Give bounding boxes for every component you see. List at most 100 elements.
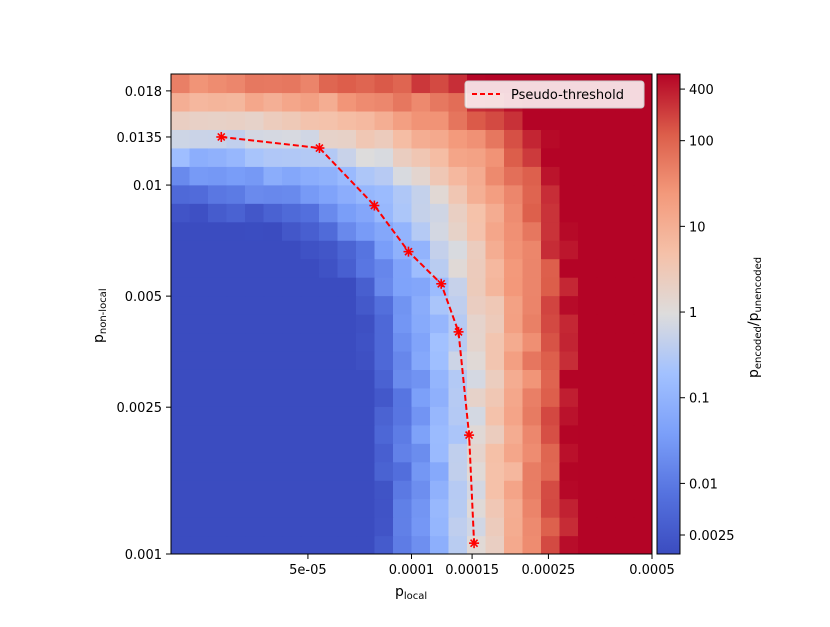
heatmap-cell: [374, 295, 394, 315]
heatmap-cell: [171, 424, 191, 444]
heatmap-cell: [430, 480, 450, 500]
heatmap-cell: [300, 258, 320, 278]
heatmap-cell: [430, 166, 450, 186]
heatmap-cell: [282, 369, 302, 389]
heatmap-cell: [226, 498, 246, 518]
heatmap-cell: [541, 184, 561, 204]
heatmap-cell: [578, 277, 598, 297]
heatmap-cell: [300, 240, 320, 260]
heatmap-cell: [578, 203, 598, 223]
heatmap-cell: [615, 166, 635, 186]
heatmap-cell: [337, 221, 357, 241]
heatmap-cell: [282, 424, 302, 444]
colorbar-tick-label: 10: [689, 220, 706, 235]
heatmap-cell: [189, 461, 209, 481]
heatmap-cell: [263, 240, 283, 260]
heatmap-cell: [374, 498, 394, 518]
heatmap-cell: [596, 221, 616, 241]
heatmap-cell: [356, 498, 376, 518]
heatmap-cell: [393, 203, 413, 223]
heatmap-cell: [541, 203, 561, 223]
heatmap-cell: [356, 129, 376, 149]
heatmap-cell: [448, 92, 468, 112]
heatmap-cell: [356, 369, 376, 389]
heatmap-cell: [541, 277, 561, 297]
heatmap-cell: [411, 92, 431, 112]
heatmap-cell: [578, 406, 598, 426]
heatmap-cell: [171, 406, 191, 426]
heatmap-cell: [374, 314, 394, 334]
heatmap-cell: [411, 498, 431, 518]
heatmap-cell: [263, 387, 283, 407]
colorbar-tick-label: 0.0025: [689, 529, 735, 544]
heatmap-cell: [356, 92, 376, 112]
heatmap-cell: [504, 369, 524, 389]
heatmap-cell: [411, 147, 431, 167]
heatmap-cell: [485, 110, 505, 130]
heatmap-cell: [226, 184, 246, 204]
heatmap-cell: [245, 517, 265, 537]
heatmap-cell: [522, 203, 542, 223]
heatmap-cell: [522, 387, 542, 407]
heatmap-cell: [356, 166, 376, 186]
heatmap-cell: [319, 258, 339, 278]
heatmap-cell: [263, 184, 283, 204]
heatmap-cell: [504, 350, 524, 370]
heatmap-cell: [319, 110, 339, 130]
heatmap-cell: [430, 258, 450, 278]
heatmap-cell: [263, 295, 283, 315]
heatmap-cell: [485, 221, 505, 241]
heatmap-cell: [559, 535, 579, 554]
heatmap-cell: [393, 221, 413, 241]
heatmap-cell: [282, 166, 302, 186]
heatmap-cell: [541, 498, 561, 518]
heatmap-cell: [263, 498, 283, 518]
heatmap-cell: [615, 424, 635, 444]
heatmap-cell: [522, 535, 542, 554]
heatmap-cell: [467, 387, 487, 407]
heatmap-cell: [615, 406, 635, 426]
heatmap-cell: [596, 240, 616, 260]
heatmap-cell: [559, 424, 579, 444]
heatmap-cell: [559, 147, 579, 167]
heatmap-cell: [522, 498, 542, 518]
heatmap-cell: [171, 535, 191, 554]
heatmap-cell: [337, 535, 357, 554]
heatmap-cell: [633, 221, 652, 241]
heatmap-cell: [319, 240, 339, 260]
heatmap-cell: [208, 129, 228, 149]
heatmap-cell: [467, 258, 487, 278]
heatmap-cell: [393, 74, 413, 94]
heatmap-cell: [633, 166, 652, 186]
heatmap-cell: [448, 147, 468, 167]
heatmap-cell: [337, 184, 357, 204]
threshold-point: [469, 538, 480, 549]
heatmap-cell: [226, 406, 246, 426]
heatmap-cell: [393, 129, 413, 149]
heatmap-cell: [208, 184, 228, 204]
heatmap-cell: [337, 350, 357, 370]
heatmap-cell: [485, 277, 505, 297]
heatmap-cell: [633, 461, 652, 481]
heatmap-cell: [541, 240, 561, 260]
heatmap-cell: [578, 498, 598, 518]
heatmap-cell: [226, 277, 246, 297]
heatmap-cell: [171, 517, 191, 537]
heatmap-cell: [393, 110, 413, 130]
heatmap-cell: [467, 295, 487, 315]
x-tick-label: 5e-05: [289, 563, 327, 578]
heatmap-cell: [189, 443, 209, 463]
heatmap-cell: [226, 369, 246, 389]
heatmap-cell: [263, 350, 283, 370]
heatmap-cell: [245, 498, 265, 518]
heatmap-cell: [522, 277, 542, 297]
heatmap-cell: [226, 387, 246, 407]
heatmap-cell: [189, 387, 209, 407]
threshold-point: [453, 326, 464, 337]
heatmap-cell: [245, 443, 265, 463]
heatmap-cell: [263, 92, 283, 112]
heatmap-cell: [596, 498, 616, 518]
heatmap-cell: [633, 184, 652, 204]
heatmap-cell: [226, 203, 246, 223]
heatmap-cell: [356, 443, 376, 463]
